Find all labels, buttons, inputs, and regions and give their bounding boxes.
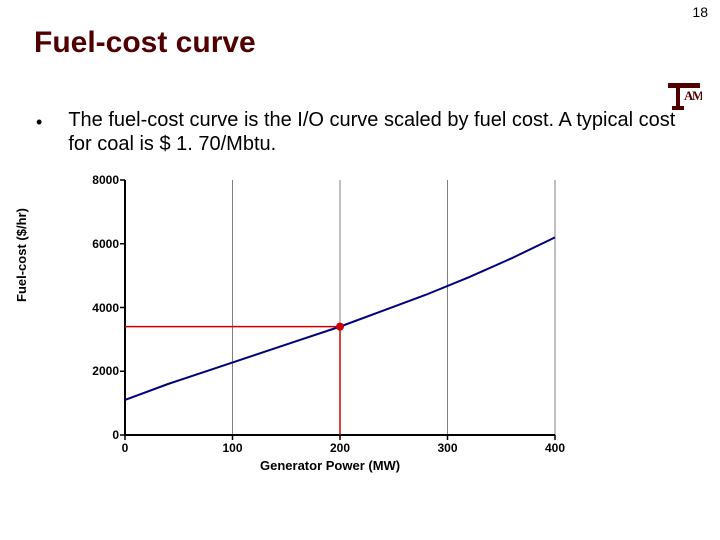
x-tick: 400 [535, 441, 575, 455]
bullet-item: • The fuel-cost curve is the I/O curve s… [36, 108, 680, 156]
y-tick: 8000 [79, 173, 119, 187]
bullet-text: The fuel-cost curve is the I/O curve sca… [68, 108, 680, 156]
slide-root: 18 Fuel-cost curve A M • The fuel-cost c… [0, 0, 720, 540]
bullet-marker: • [36, 110, 42, 156]
fuel-cost-chart: Fuel-cost ($/hr) Generator Power (MW) 02… [50, 170, 560, 475]
y-tick: 0 [79, 428, 119, 442]
slide-title: Fuel-cost curve [34, 26, 256, 60]
x-tick: 200 [320, 441, 360, 455]
x-tick: 0 [105, 441, 145, 455]
y-axis-label: Fuel-cost ($/hr) [14, 208, 29, 302]
x-tick: 300 [428, 441, 468, 455]
y-tick: 2000 [79, 364, 119, 378]
x-tick: 100 [213, 441, 253, 455]
x-axis-label: Generator Power (MW) [260, 458, 400, 473]
page-number: 18 [692, 4, 708, 20]
y-tick: 4000 [79, 301, 119, 315]
svg-text:M: M [692, 88, 702, 103]
y-tick: 6000 [79, 237, 119, 251]
chart-svg [50, 170, 560, 470]
